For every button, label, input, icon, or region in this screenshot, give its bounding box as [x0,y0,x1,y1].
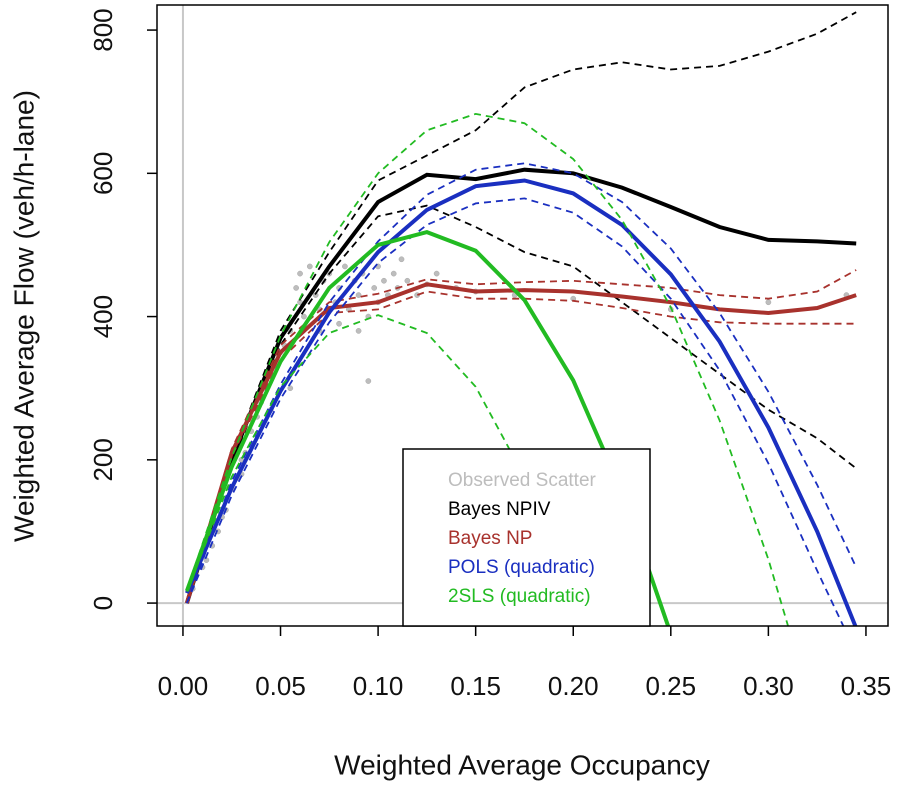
legend-label: POLS (quadratic) [448,557,595,578]
x-tick-label: 0.20 [548,671,599,701]
legend-box [402,448,651,627]
scatter-point [293,285,299,291]
scatter-point [342,263,348,270]
scatter-point [297,270,303,277]
legend-label: Observed Scatter [448,470,597,491]
line [184,167,857,604]
y-tick-label: 400 [88,295,118,338]
band-upper [186,112,789,626]
legend-label: 2SLS (quadratic) [448,586,591,607]
legend: Observed Scatter Bayes NPIV Bayes NP POLS (… [402,448,651,627]
scatter-point [398,256,405,263]
line [185,178,858,626]
scatter-point [355,292,362,298]
axes: 0.00 0.05 0.10 0.15 0.20 0.25 0.30 0.35 0 200 400 6… [88,8,891,701]
x-tick-label: 0.10 [353,671,404,701]
scatter-point [365,378,372,384]
scatter-point [336,320,342,327]
scatter-point [306,263,313,270]
x-tick-label: 0.00 [158,671,209,701]
y-tick-label: 600 [88,152,118,195]
scatter-point [301,313,307,320]
y-axis-title: Weighted Average Flow (veh/h-lane) [8,90,39,542]
band-lower [186,314,582,626]
legend-label: Bayes NPIV [448,499,551,520]
plot-area [184,11,858,626]
legend-label: Bayes NP [448,528,532,549]
scatter-point [765,299,772,306]
scatter-point [404,277,411,284]
scatter-point [381,277,387,284]
y-tick-label: 200 [88,438,118,481]
band-lower [186,197,845,626]
x-tick-label: 0.30 [743,671,794,701]
scatter-point [390,270,397,277]
scatter-point [433,270,440,277]
x-axis-title: Weighted Average Occupancy [334,749,710,780]
x-tick-label: 0.15 [450,671,501,701]
band-upper [186,162,858,604]
x-tick-label: 0.25 [646,671,697,701]
line [185,230,671,626]
y-tick-label: 0 [88,596,118,610]
scatter-point [287,385,294,392]
y-tick-label: 800 [88,8,118,51]
x-tick-label: 0.35 [841,671,892,701]
scatter-point [355,328,362,334]
x-tick-label: 0.05 [255,671,306,701]
scatter-point [371,285,378,291]
